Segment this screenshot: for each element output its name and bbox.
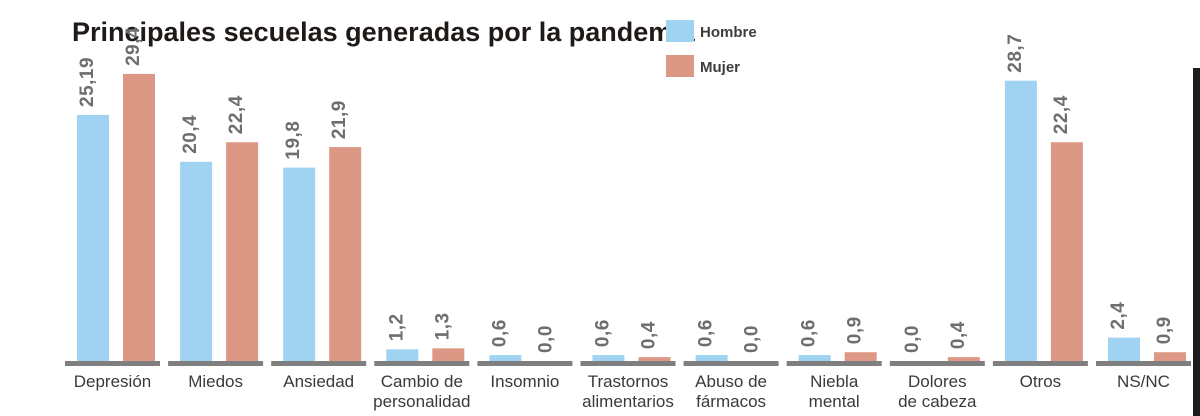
bar-hombre-abuso-de-farmacos bbox=[695, 355, 728, 361]
bar-hombre-otros bbox=[1004, 80, 1037, 361]
value-label-mujer-miedos: 22,4 bbox=[226, 95, 247, 134]
bar-mujer-otros bbox=[1050, 142, 1083, 361]
value-label-mujer-niebla-mental: 0,9 bbox=[845, 316, 866, 344]
baseline-dolores-de-cabeza bbox=[889, 361, 985, 366]
bar-hombre-insomnio bbox=[489, 355, 522, 361]
value-label-hombre-trastornos-alimentarios: 0,6 bbox=[593, 319, 614, 347]
category-label-dolores-de-cabeza: Dolores de cabeza bbox=[898, 372, 977, 411]
bar-hombre-trastornos-alimentarios bbox=[592, 355, 625, 361]
window-edge bbox=[1193, 68, 1200, 416]
baseline-abuso-de-farmacos bbox=[683, 361, 779, 366]
chart-title: Principales secuelas generadas por la pa… bbox=[72, 17, 696, 47]
plot-area: 25,19 29,4 Depresión 20,4 22,4 Miedos 19,8 21,9… bbox=[65, 27, 1191, 411]
value-label-hombre-dolores-de-cabeza: 0,0 bbox=[902, 325, 923, 353]
bar-hombre-ansiedad bbox=[283, 167, 316, 361]
bar-mujer-ns-nc bbox=[1154, 352, 1186, 361]
category-label-miedos: Miedos bbox=[188, 372, 243, 391]
value-label-hombre-insomnio: 0,6 bbox=[489, 319, 510, 347]
bar-hombre-niebla-mental bbox=[798, 355, 831, 361]
baseline-insomnio bbox=[477, 361, 573, 366]
legend-swatch-hombre bbox=[666, 20, 694, 42]
value-label-mujer-trastornos-alimentarios: 0,4 bbox=[639, 321, 660, 349]
baseline-niebla-mental bbox=[786, 361, 882, 366]
category-label-niebla-mental: Niebla mental bbox=[809, 372, 860, 411]
baseline-depresion bbox=[65, 361, 160, 366]
category-label-ns-nc: NS/NC bbox=[1117, 372, 1170, 391]
value-label-hombre-ns-nc: 2,4 bbox=[1108, 302, 1129, 330]
value-label-hombre-depresion: 25,19 bbox=[77, 57, 98, 107]
baseline-miedos bbox=[168, 361, 264, 366]
value-label-hombre-miedos: 20,4 bbox=[180, 115, 201, 154]
value-label-mujer-abuso-de-farmacos: 0,0 bbox=[742, 325, 763, 353]
category-label-insomnio: Insomnio bbox=[490, 372, 559, 391]
bar-mujer-ansiedad bbox=[329, 147, 362, 361]
legend-label-mujer: Mujer bbox=[700, 59, 740, 76]
bar-mujer-niebla-mental bbox=[844, 352, 877, 361]
baseline-cambio-de-personalidad bbox=[374, 361, 470, 366]
bar-mujer-dolores-de-cabeza bbox=[947, 357, 980, 361]
category-label-abuso-de-farmacos: Abuso de fármacos bbox=[695, 372, 767, 411]
legend-label-hombre: Hombre bbox=[700, 24, 757, 41]
bar-hombre-cambio-de-personalidad bbox=[386, 349, 419, 361]
value-label-mujer-cambio-de-personalidad: 1,3 bbox=[432, 312, 453, 340]
value-label-hombre-cambio-de-personalidad: 1,2 bbox=[386, 313, 407, 341]
baseline-trastornos-alimentarios bbox=[580, 361, 676, 366]
value-label-mujer-depresion: 29,4 bbox=[123, 27, 144, 66]
legend-swatch-mujer bbox=[666, 55, 694, 77]
value-label-hombre-ansiedad: 19,8 bbox=[283, 121, 304, 160]
category-label-otros: Otros bbox=[1020, 372, 1062, 391]
value-label-hombre-otros: 28,7 bbox=[1005, 34, 1026, 73]
baseline-ansiedad bbox=[271, 361, 367, 366]
category-label-trastornos-alimentarios: Trastornos alimentarios bbox=[582, 372, 674, 411]
bar-mujer-miedos bbox=[226, 142, 259, 361]
baseline-otros bbox=[992, 361, 1088, 366]
value-label-hombre-niebla-mental: 0,6 bbox=[799, 319, 820, 347]
bar-mujer-depresion bbox=[123, 73, 155, 362]
category-label-depresion: Depresión bbox=[74, 372, 152, 391]
value-label-mujer-ansiedad: 21,9 bbox=[329, 100, 350, 139]
bar-hombre-miedos bbox=[180, 161, 213, 361]
bar-hombre-depresion bbox=[77, 115, 109, 361]
value-label-mujer-ns-nc: 0,9 bbox=[1154, 316, 1175, 344]
category-label-cambio-de-personalidad: Cambio de personalidad bbox=[373, 372, 470, 411]
bar-mujer-cambio-de-personalidad bbox=[432, 348, 465, 361]
value-label-mujer-insomnio: 0,0 bbox=[535, 325, 556, 353]
bar-hombre-ns-nc bbox=[1108, 337, 1140, 361]
bar-mujer-trastornos-alimentarios bbox=[638, 357, 671, 361]
category-label-ansiedad: Ansiedad bbox=[283, 372, 354, 391]
value-label-hombre-abuso-de-farmacos: 0,6 bbox=[696, 319, 717, 347]
value-label-mujer-dolores-de-cabeza: 0,4 bbox=[948, 321, 969, 349]
baseline-ns-nc bbox=[1096, 361, 1191, 366]
value-label-mujer-otros: 22,4 bbox=[1051, 95, 1072, 134]
legend: Hombre Mujer bbox=[666, 20, 757, 77]
